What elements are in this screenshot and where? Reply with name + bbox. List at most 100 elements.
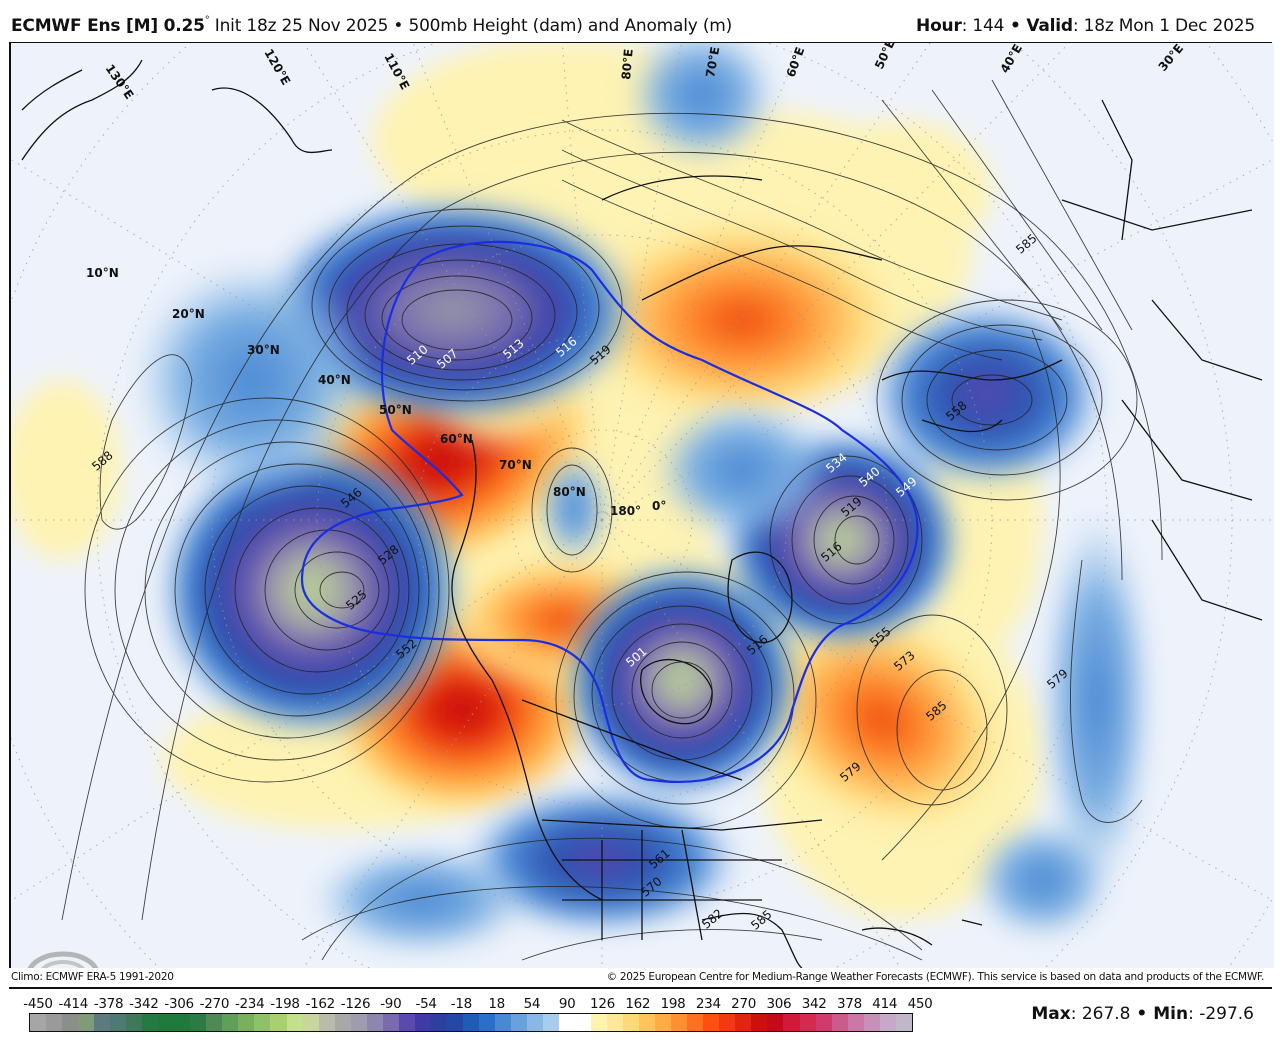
colorbar-tick: 270	[731, 996, 757, 1012]
colorbar-swatch	[446, 1014, 463, 1031]
lon-label-80e: 80°E	[619, 48, 636, 80]
colorbar-swatch	[206, 1014, 223, 1031]
colorbar-swatch	[815, 1014, 832, 1031]
colorbar-swatch	[94, 1014, 111, 1031]
colorbar-swatch	[62, 1014, 79, 1031]
degree-symbol: °	[204, 15, 210, 26]
colorbar-swatch	[382, 1014, 399, 1031]
colorbar-swatch	[174, 1014, 191, 1031]
separator: •	[388, 16, 409, 36]
colorbar-swatch	[366, 1014, 383, 1031]
colorbar-tick: 162	[625, 996, 651, 1012]
lat-label-50n: 50°N	[379, 403, 412, 417]
colorbar-swatch	[543, 1014, 560, 1031]
colorbar-swatch	[414, 1014, 431, 1031]
colorbar-swatch	[494, 1014, 511, 1031]
colorbar-swatch	[526, 1014, 543, 1031]
colorbar-tick: 90	[558, 996, 576, 1012]
valid-label: Valid	[1026, 16, 1073, 36]
colorbar-swatch	[735, 1014, 752, 1031]
colorbar-swatch	[110, 1014, 127, 1031]
colorbar-swatch	[302, 1014, 319, 1031]
colorbar-swatch	[78, 1014, 95, 1031]
separator: •	[1130, 1004, 1154, 1024]
colorbar-swatch	[559, 1014, 576, 1031]
colorbar-swatch	[767, 1014, 784, 1031]
colorbar-swatch	[783, 1014, 800, 1031]
colorbar-tick: -414	[58, 996, 89, 1012]
colorbar-tick: -342	[129, 996, 159, 1012]
colorbar-tick: -162	[305, 996, 336, 1012]
colorbar-swatch	[238, 1014, 255, 1031]
header: ECMWF Ens [M] 0.25° Init 18z 25 Nov 2025…	[0, 0, 1280, 44]
colorbar-swatch	[719, 1014, 736, 1031]
max-value: : 267.8	[1070, 1004, 1131, 1024]
lat-label-10n: 10°N	[86, 266, 119, 280]
colorbar-swatch	[254, 1014, 271, 1031]
colorbar-tick: 198	[660, 996, 686, 1012]
colorbar-tick: 18	[488, 996, 505, 1012]
colorbar-tick: 342	[801, 996, 827, 1012]
lon-label-0: 0°	[652, 499, 666, 513]
colorbar-swatch	[671, 1014, 688, 1031]
colorbar-tick: -198	[270, 996, 300, 1012]
colorbar	[29, 1013, 913, 1032]
colorbar-swatch	[863, 1014, 880, 1031]
colorbar-swatch	[510, 1014, 527, 1031]
colorbar-swatch	[847, 1014, 864, 1031]
colorbar-swatch	[462, 1014, 479, 1031]
forecast-time: Hour: 144 • Valid: 18z Mon 1 Dec 2025	[916, 16, 1255, 36]
hour-label: Hour	[916, 16, 962, 36]
colorbar-swatch	[430, 1014, 447, 1031]
colorbar-swatch	[831, 1014, 848, 1031]
lat-label-40n: 40°N	[318, 373, 351, 387]
colorbar-swatch	[190, 1014, 207, 1031]
colorbar-tick: 234	[695, 996, 721, 1012]
colorbar-swatch	[142, 1014, 159, 1031]
colorbar-swatch	[30, 1014, 47, 1031]
colorbar-tick: 126	[590, 996, 615, 1012]
map-panel: 507 510 513 516 519 546 528 525 552 588 534 540 549 5…	[9, 43, 1274, 968]
colorbar-tick: 306	[766, 996, 792, 1012]
chart-title: ECMWF Ens [M] 0.25° Init 18z 25 Nov 2025…	[11, 15, 732, 36]
colorbar-swatch	[158, 1014, 175, 1031]
climo-note: Climo: ECMWF ERA-5 1991-2020	[11, 971, 174, 983]
colorbar-swatch	[751, 1014, 768, 1031]
colorbar-swatch	[478, 1014, 495, 1031]
colorbar-tick: 378	[837, 996, 862, 1012]
colorbar-swatch	[607, 1014, 624, 1031]
hour-value: : 144	[961, 16, 1005, 36]
colorbar-tick: -234	[234, 996, 265, 1012]
colorbar-swatch	[350, 1014, 367, 1031]
colorbar-swatch	[687, 1014, 704, 1031]
colorbar-tick: -90	[380, 996, 402, 1012]
colorbar-swatch	[398, 1014, 415, 1031]
colorbar-swatch	[799, 1014, 816, 1031]
colorbar-swatch	[126, 1014, 143, 1031]
colorbar-swatch	[318, 1014, 335, 1031]
colorbar-swatch	[623, 1014, 640, 1031]
colorbar-tick: 54	[523, 996, 541, 1012]
colorbar-tick: -306	[164, 996, 194, 1012]
lat-label-30n: 30°N	[247, 343, 280, 357]
weatherbell-logo: WEATHERBELL ANALYTICS LLC	[25, 948, 140, 968]
colorbar-swatch	[46, 1014, 63, 1031]
lon-label-180: 180°	[610, 504, 641, 518]
colorbar-tick: -270	[199, 996, 230, 1012]
min-value: : -297.6	[1188, 1004, 1254, 1024]
lat-label-70n: 70°N	[499, 458, 532, 472]
colorbar-tick-labels: -450 -414 -378 -342 -306 -270 -234 -198 -162 -126…	[20, 996, 932, 1012]
colorbar-tick: 414	[872, 996, 898, 1012]
colorbar-swatch	[334, 1014, 351, 1031]
colorbar-tick: -18	[450, 996, 472, 1012]
colorbar-swatch	[879, 1014, 896, 1031]
colorbar-swatch	[270, 1014, 287, 1031]
colorbar-swatch	[591, 1014, 608, 1031]
colorbar-swatch	[895, 1014, 912, 1031]
colorbar-tick: 450	[907, 996, 933, 1012]
lon-label-70e: 70°E	[703, 46, 722, 79]
min-label: Min	[1153, 1004, 1189, 1024]
copyright-note: © 2025 European Centre for Medium-Range …	[606, 971, 1265, 983]
colorbar-tick: -450	[23, 996, 53, 1012]
